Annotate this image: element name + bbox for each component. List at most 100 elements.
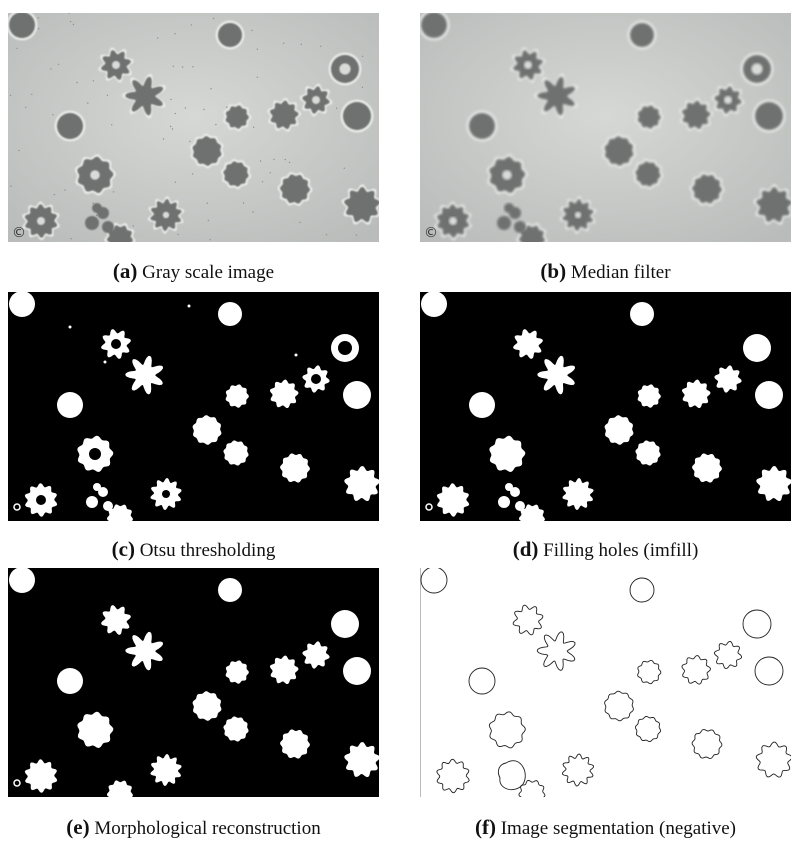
- mask-hole: [311, 374, 321, 384]
- caption-e: (e) Morphological reconstruction: [8, 815, 379, 841]
- cell-center: [37, 217, 45, 225]
- cell-center: [574, 211, 582, 219]
- noise-speck: [203, 108, 205, 111]
- cell-mask: [280, 453, 310, 483]
- noise-speck: [283, 42, 285, 44]
- figure-f-image-segmentation: [420, 568, 791, 797]
- cell-cluster: [102, 221, 114, 233]
- panel-background: [420, 568, 791, 797]
- cell-center: [724, 96, 732, 104]
- cell-contour: [635, 716, 661, 742]
- blood-cell: [218, 23, 242, 47]
- cell-mask: [714, 365, 742, 393]
- noise-speck: [288, 161, 291, 164]
- cell-contour: [604, 690, 634, 722]
- cell-contour: [497, 760, 526, 791]
- caption-a: (a) Gray scale image: [8, 259, 379, 285]
- noise-speck: [251, 29, 253, 32]
- noise-speck: [157, 37, 159, 39]
- caption-b-text: Median filter: [570, 262, 671, 283]
- cell-mask: [489, 435, 526, 472]
- noise-speck: [10, 185, 12, 187]
- cell-contour: [637, 659, 662, 685]
- cell-mask: [57, 668, 83, 694]
- cell-mask: [223, 440, 249, 466]
- caption-c-label: (c): [111, 537, 135, 561]
- noise-speck: [37, 17, 39, 19]
- noise-speck: [31, 93, 33, 96]
- noise-speck: [181, 66, 184, 68]
- cell-contour: [518, 779, 546, 797]
- noise-speck: [192, 66, 194, 68]
- mask-hole: [36, 495, 46, 505]
- cell-mask: [9, 292, 35, 317]
- blood-cell: [125, 76, 163, 116]
- caption-d-label: (d): [512, 537, 539, 561]
- cell-center: [90, 170, 100, 180]
- figure-d-filling-holes: [420, 292, 791, 521]
- cell-mask: [756, 465, 791, 502]
- cell-center: [162, 211, 170, 219]
- cell-mask: [269, 379, 299, 409]
- cell-center: [339, 63, 351, 75]
- cell-contour: [691, 729, 723, 759]
- noise-speck: [226, 106, 228, 108]
- noise-speck: [284, 158, 286, 161]
- noise-speck: [355, 234, 358, 236]
- cell-mask: [344, 741, 379, 778]
- cell-center: [312, 96, 320, 104]
- noise-speck: [68, 13, 70, 14]
- cell-mask: [125, 355, 163, 395]
- caption-d-text: Filling holes (imfill): [543, 540, 699, 561]
- blood-cell: [421, 13, 447, 38]
- figure-a-gray-scale-image: ©: [8, 13, 379, 242]
- copyright-watermark: ©: [424, 225, 438, 241]
- cell-mask: [269, 655, 299, 685]
- cell-mask: [218, 578, 242, 602]
- noise-speck: [70, 238, 72, 240]
- noise-pixel: [103, 360, 107, 364]
- cell-cluster-mask: [510, 487, 520, 497]
- caption-f-label: (f): [474, 815, 496, 839]
- cell-contour: [754, 656, 784, 686]
- cell-mask: [57, 392, 83, 418]
- cell-mask: [635, 440, 661, 466]
- caption-c-text: Otsu thresholding: [139, 540, 276, 561]
- noise-pixel: [187, 304, 191, 308]
- mask-hole: [89, 448, 101, 460]
- noise-speck: [172, 65, 174, 67]
- blood-cell: [681, 100, 711, 130]
- mask-hole: [162, 490, 170, 498]
- cell-contour: [420, 568, 448, 594]
- cell-contour: [468, 667, 496, 695]
- blood-cell: [469, 113, 495, 139]
- noise-speck: [170, 98, 172, 101]
- noise-speck: [269, 172, 271, 174]
- watermark-remnant: [13, 779, 21, 787]
- blood-cell: [630, 23, 654, 47]
- caption-f-text: Image segmentation (negative): [500, 818, 737, 839]
- cell-mask: [421, 292, 447, 317]
- cell-contour: [512, 604, 544, 636]
- noise-speck: [169, 125, 172, 128]
- cell-cluster: [504, 203, 514, 213]
- cell-mask: [562, 477, 594, 511]
- noise-speck: [320, 45, 322, 47]
- figure-a-image: ©: [8, 13, 379, 242]
- noise-speck: [259, 160, 262, 162]
- cell-mask: [681, 379, 711, 409]
- caption-c: (c) Otsu thresholding: [8, 537, 379, 563]
- cell-cluster-mask: [515, 501, 525, 511]
- figure-e-image: [8, 568, 379, 797]
- cell-mask: [225, 384, 249, 408]
- blood-cell: [223, 161, 249, 187]
- cell-cluster-mask: [103, 501, 113, 511]
- noise-speck: [256, 76, 258, 78]
- cell-mask: [743, 334, 771, 362]
- blood-cell: [519, 225, 545, 242]
- noise-speck: [57, 63, 60, 65]
- cell-cluster-mask: [505, 483, 513, 491]
- cell-mask: [519, 504, 545, 521]
- cell-contour: [436, 758, 470, 794]
- caption-b-label: (b): [540, 259, 567, 283]
